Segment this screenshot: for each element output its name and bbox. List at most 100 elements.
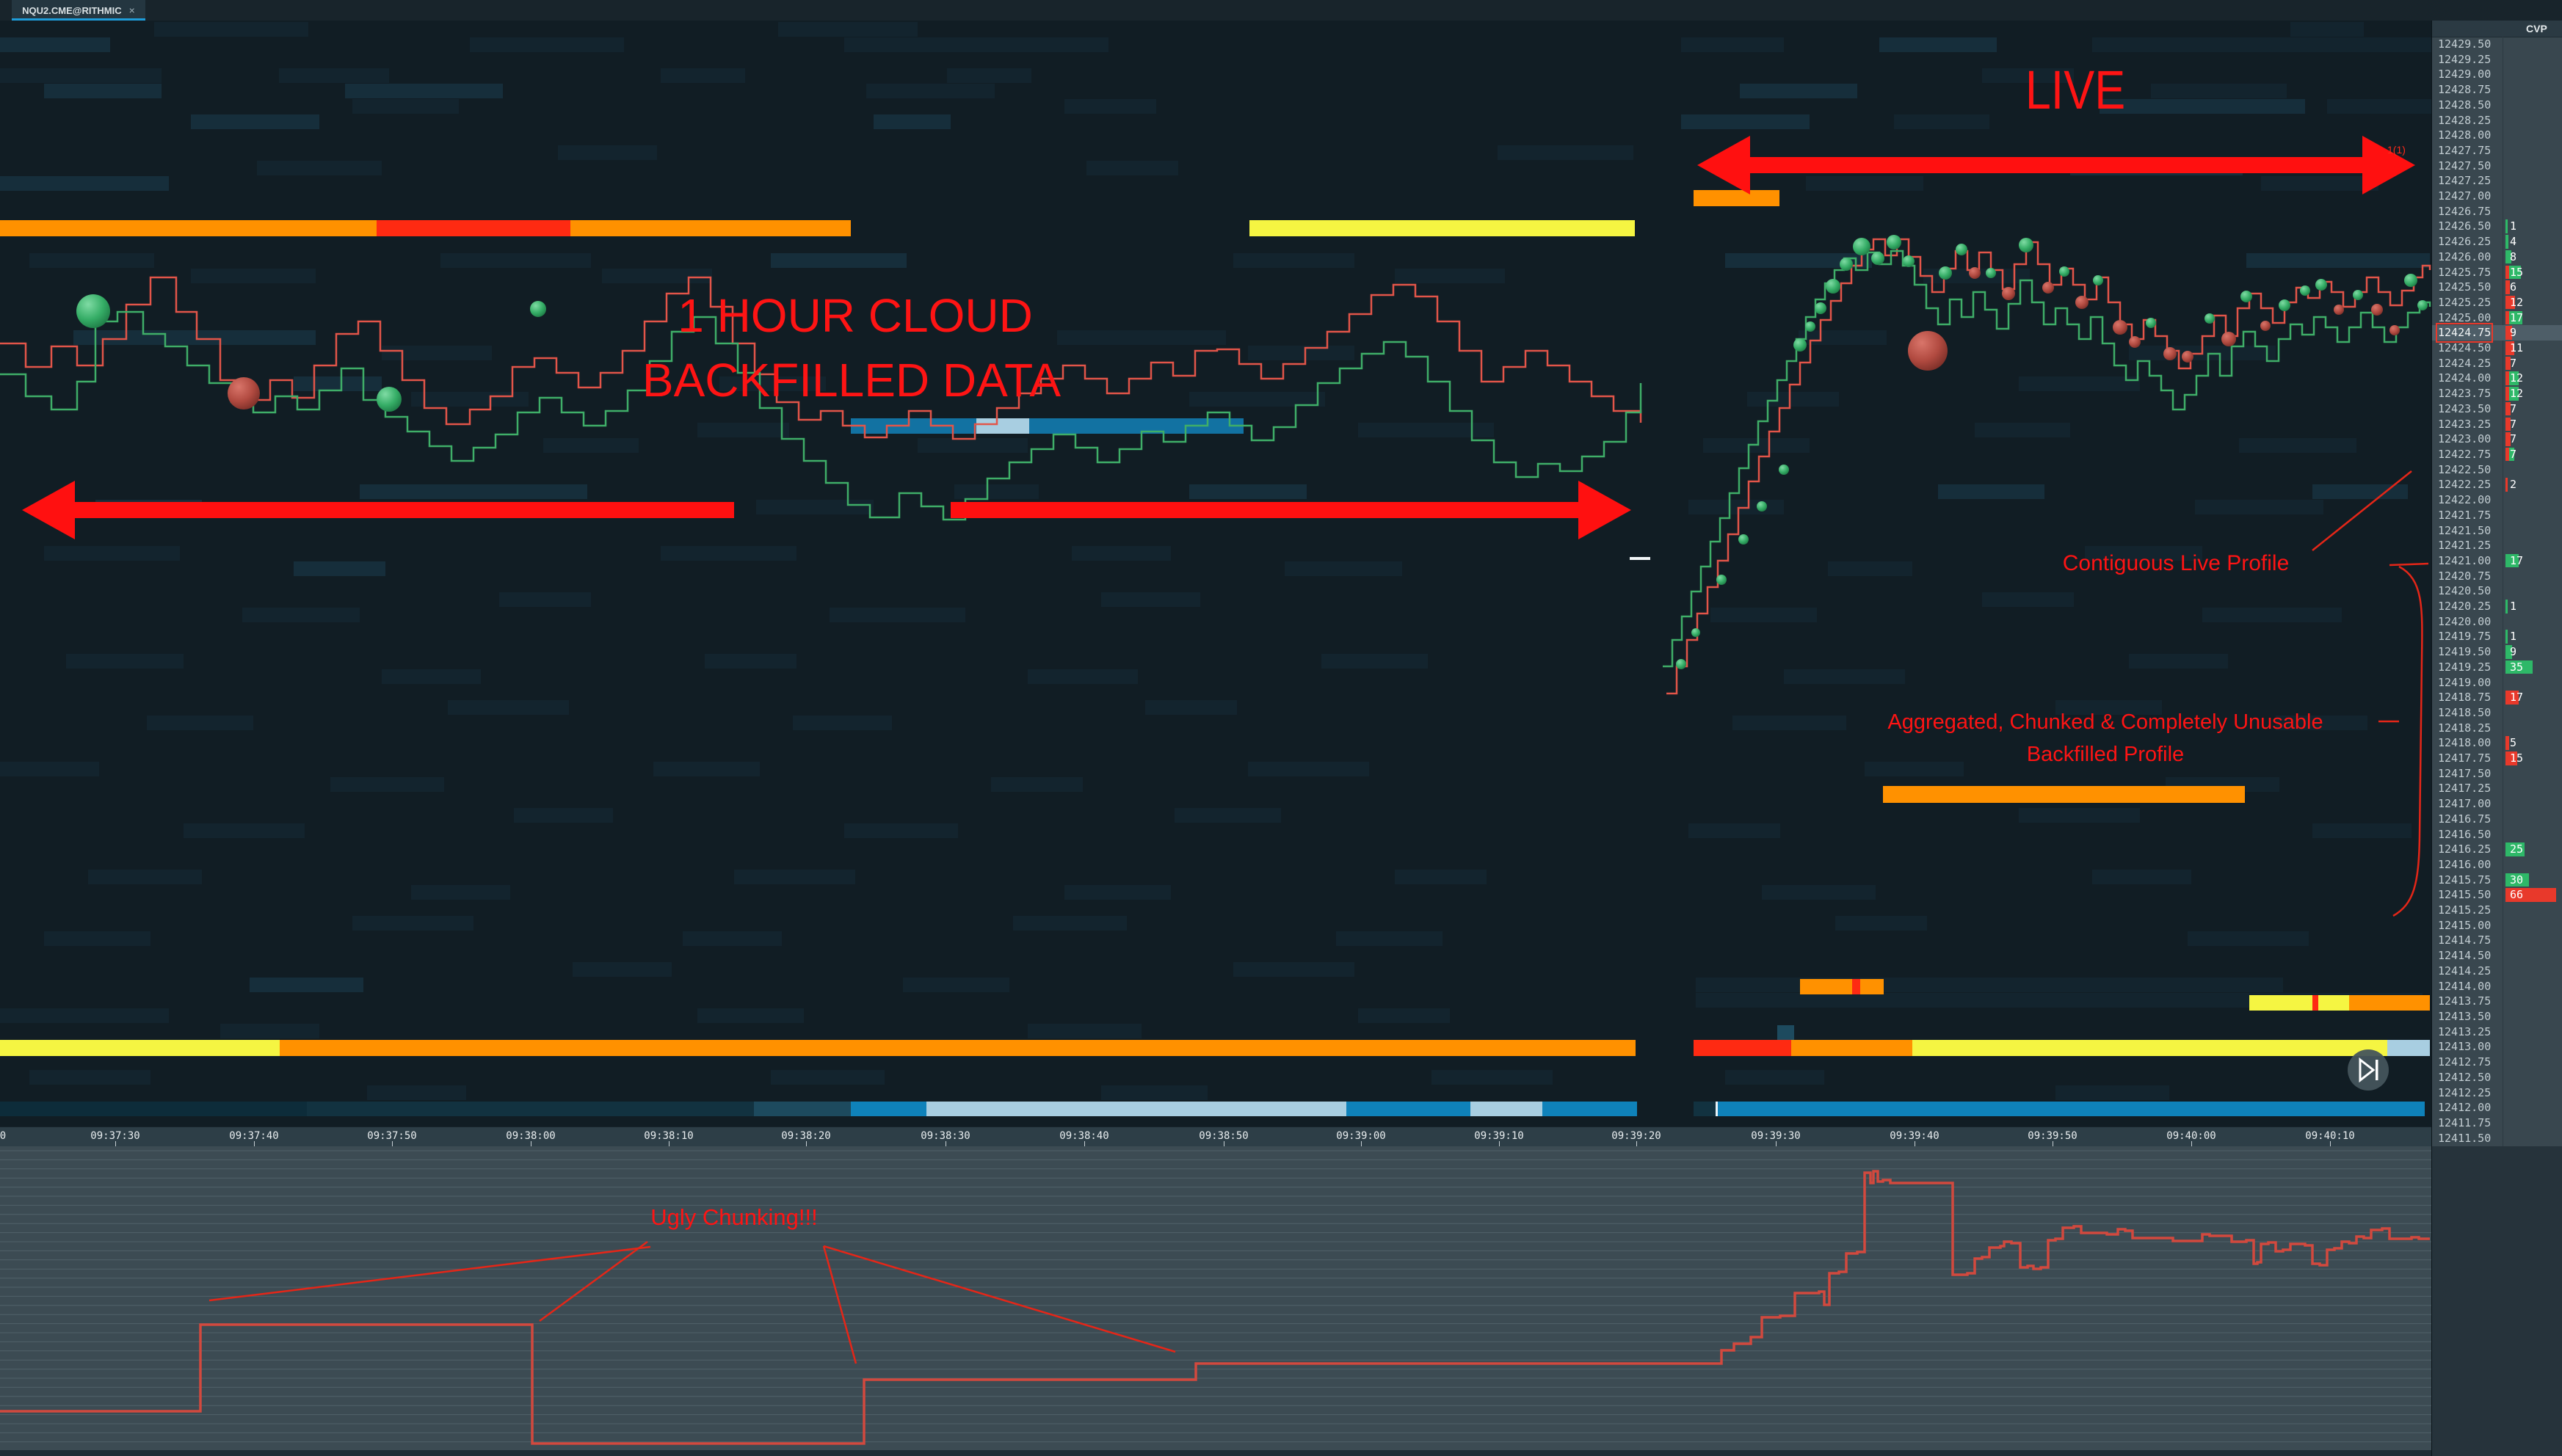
ladder-row[interactable]: 12418.25 — [2432, 721, 2562, 736]
cvp-value: 1 — [2510, 630, 2517, 644]
ladder-row[interactable]: 12427.50 — [2432, 159, 2562, 174]
close-icon[interactable]: × — [128, 4, 135, 16]
ladder-row[interactable]: 12421.75 — [2432, 508, 2562, 523]
ladder-price: 12428.75 — [2438, 83, 2492, 97]
ladder-row[interactable]: 12428.00 — [2432, 128, 2562, 143]
ladder-row[interactable]: 12421.50 — [2432, 523, 2562, 539]
ladder-price: 12412.75 — [2438, 1055, 2492, 1069]
ladder-price: 12413.25 — [2438, 1024, 2492, 1038]
ladder-price: 12426.50 — [2438, 219, 2492, 233]
ladder-row[interactable]: 12428.25 — [2432, 113, 2562, 128]
cvp-value: 5 — [2510, 736, 2517, 750]
ladder-row[interactable]: 12413.50 — [2432, 1009, 2562, 1024]
ladder-row[interactable]: 12413.00 — [2432, 1039, 2562, 1055]
ladder-row[interactable]: 12422.50 — [2432, 462, 2562, 478]
ladder-row[interactable]: 12422.75 7 — [2432, 447, 2562, 462]
ladder-row[interactable]: 12425.50 6 — [2432, 280, 2562, 295]
ladder-row[interactable]: 12427.75 — [2432, 143, 2562, 159]
ladder-row[interactable]: 12419.50 9 — [2432, 644, 2562, 660]
tab-nqu2[interactable]: NQU2.CME@RITHMIC × — [12, 0, 145, 21]
ladder-row[interactable]: 12418.00 5 — [2432, 735, 2562, 751]
ladder-row[interactable]: 12420.75 — [2432, 569, 2562, 584]
ladder-row[interactable]: 12427.25 — [2432, 173, 2562, 189]
ladder-row[interactable]: 12416.25 25 — [2432, 842, 2562, 857]
cvp-value: 2 — [2510, 478, 2517, 492]
ladder-row[interactable]: 12412.50 — [2432, 1070, 2562, 1085]
ladder-row[interactable]: 12412.00 — [2432, 1100, 2562, 1115]
ladder-row[interactable]: 12412.75 — [2432, 1055, 2562, 1070]
ladder-row[interactable]: 12420.50 — [2432, 583, 2562, 599]
ladder-row[interactable]: 12421.00 17 — [2432, 553, 2562, 569]
ladder-price: 12418.50 — [2438, 705, 2492, 719]
ladder-row[interactable]: 12416.75 — [2432, 812, 2562, 827]
ladder-price: 12417.00 — [2438, 797, 2492, 811]
ladder-row[interactable]: 12424.25 7 — [2432, 356, 2562, 371]
time-label: 09:40:10 — [2305, 1130, 2355, 1142]
ladder-price: 12416.25 — [2438, 842, 2492, 856]
ladder-row[interactable]: 12417.00 — [2432, 796, 2562, 812]
ladder-row[interactable]: 12414.00 — [2432, 979, 2562, 994]
ladder-row[interactable]: 12426.25 4 — [2432, 234, 2562, 250]
ladder-row[interactable]: 12424.00 12 — [2432, 371, 2562, 386]
ladder-row[interactable]: 12416.00 — [2432, 857, 2562, 873]
ladder-row[interactable]: 12427.00 — [2432, 189, 2562, 204]
ladder-row[interactable]: 12428.75 — [2432, 82, 2562, 98]
ladder-row[interactable]: 12418.50 — [2432, 705, 2562, 721]
ladder-row[interactable]: 12426.75 — [2432, 204, 2562, 219]
ladder-row[interactable]: 12426.00 8 — [2432, 250, 2562, 265]
ladder-row[interactable]: 12422.25 2 — [2432, 477, 2562, 492]
ladder-row[interactable]: 12415.75 30 — [2432, 873, 2562, 888]
skip-to-end-button[interactable] — [2348, 1049, 2389, 1091]
ladder-row[interactable]: 12416.50 — [2432, 827, 2562, 842]
ladder-row[interactable]: 12423.00 7 — [2432, 432, 2562, 447]
ladder-row[interactable]: 12426.50 1 — [2432, 219, 2562, 234]
ladder-row[interactable]: 12414.25 — [2432, 964, 2562, 979]
ladder-row[interactable]: 12418.75 17 — [2432, 690, 2562, 705]
time-tick — [1636, 1141, 1637, 1146]
ladder-row[interactable]: 12413.75 — [2432, 994, 2562, 1009]
chart-background — [0, 21, 2431, 1126]
ladder-row[interactable]: 12411.75 — [2432, 1115, 2562, 1131]
ladder-row[interactable]: 12422.00 — [2432, 492, 2562, 508]
ladder-row[interactable]: 12417.25 — [2432, 781, 2562, 796]
ladder-row[interactable]: 12415.25 — [2432, 903, 2562, 918]
ladder-price: 12411.50 — [2438, 1131, 2492, 1145]
ladder-row[interactable]: 12429.25 — [2432, 52, 2562, 68]
ladder-row[interactable]: 12423.25 7 — [2432, 417, 2562, 432]
delta-gridlines — [0, 1150, 2431, 1443]
ladder-row[interactable]: 12413.25 — [2432, 1024, 2562, 1040]
ladder-row[interactable]: 12428.50 — [2432, 98, 2562, 113]
ladder-row[interactable]: 12424.50 11 — [2432, 341, 2562, 356]
ladder-row[interactable]: 12423.50 7 — [2432, 401, 2562, 417]
cvp-bar — [2505, 600, 2508, 614]
ladder-row[interactable]: 12425.00 17 — [2432, 310, 2562, 326]
ladder-row[interactable]: 12421.25 — [2432, 538, 2562, 553]
ladder-row[interactable]: 12419.75 1 — [2432, 629, 2562, 644]
sidebar-bottom-panel: ∨ ⚙ — [2431, 1146, 2562, 1456]
cvp-bar — [2509, 265, 2521, 280]
ladder-row[interactable]: 12423.75 12 — [2432, 386, 2562, 401]
ladder-row[interactable]: 12420.00 — [2432, 614, 2562, 630]
ladder-row[interactable]: 12429.00 — [2432, 67, 2562, 82]
ladder-row[interactable]: 12420.25 1 — [2432, 599, 2562, 614]
ladder-row[interactable]: 12424.75 9 — [2432, 323, 2562, 343]
ladder-row[interactable]: 12411.50 — [2432, 1131, 2562, 1146]
cvp-sell-sliver — [2505, 265, 2509, 280]
ladder-row[interactable]: 12419.25 35 — [2432, 660, 2562, 675]
ladder-row[interactable]: 12415.50 66 — [2432, 887, 2562, 903]
ladder-row[interactable]: 12417.75 15 — [2432, 751, 2562, 766]
delta-line-layer — [0, 1170, 2430, 1445]
ladder-row[interactable]: 12425.75 15 — [2432, 265, 2562, 280]
ladder-row[interactable]: 12414.75 — [2432, 933, 2562, 948]
cloud-label-2: BACKFILLED DATA — [642, 354, 1062, 407]
ladder-row[interactable]: 12419.00 — [2432, 675, 2562, 691]
ladder-row[interactable]: 12414.50 — [2432, 948, 2562, 964]
ladder-row[interactable]: 12425.25 12 — [2432, 295, 2562, 310]
ladder-row[interactable]: 12429.50 — [2432, 37, 2562, 52]
cvp-bar — [2505, 873, 2529, 887]
cvp-value: 1 — [2510, 219, 2517, 233]
ladder-row[interactable]: 12412.25 — [2432, 1085, 2562, 1101]
ladder-row[interactable]: 12415.00 — [2432, 918, 2562, 933]
ladder-row[interactable]: 12417.50 — [2432, 766, 2562, 782]
